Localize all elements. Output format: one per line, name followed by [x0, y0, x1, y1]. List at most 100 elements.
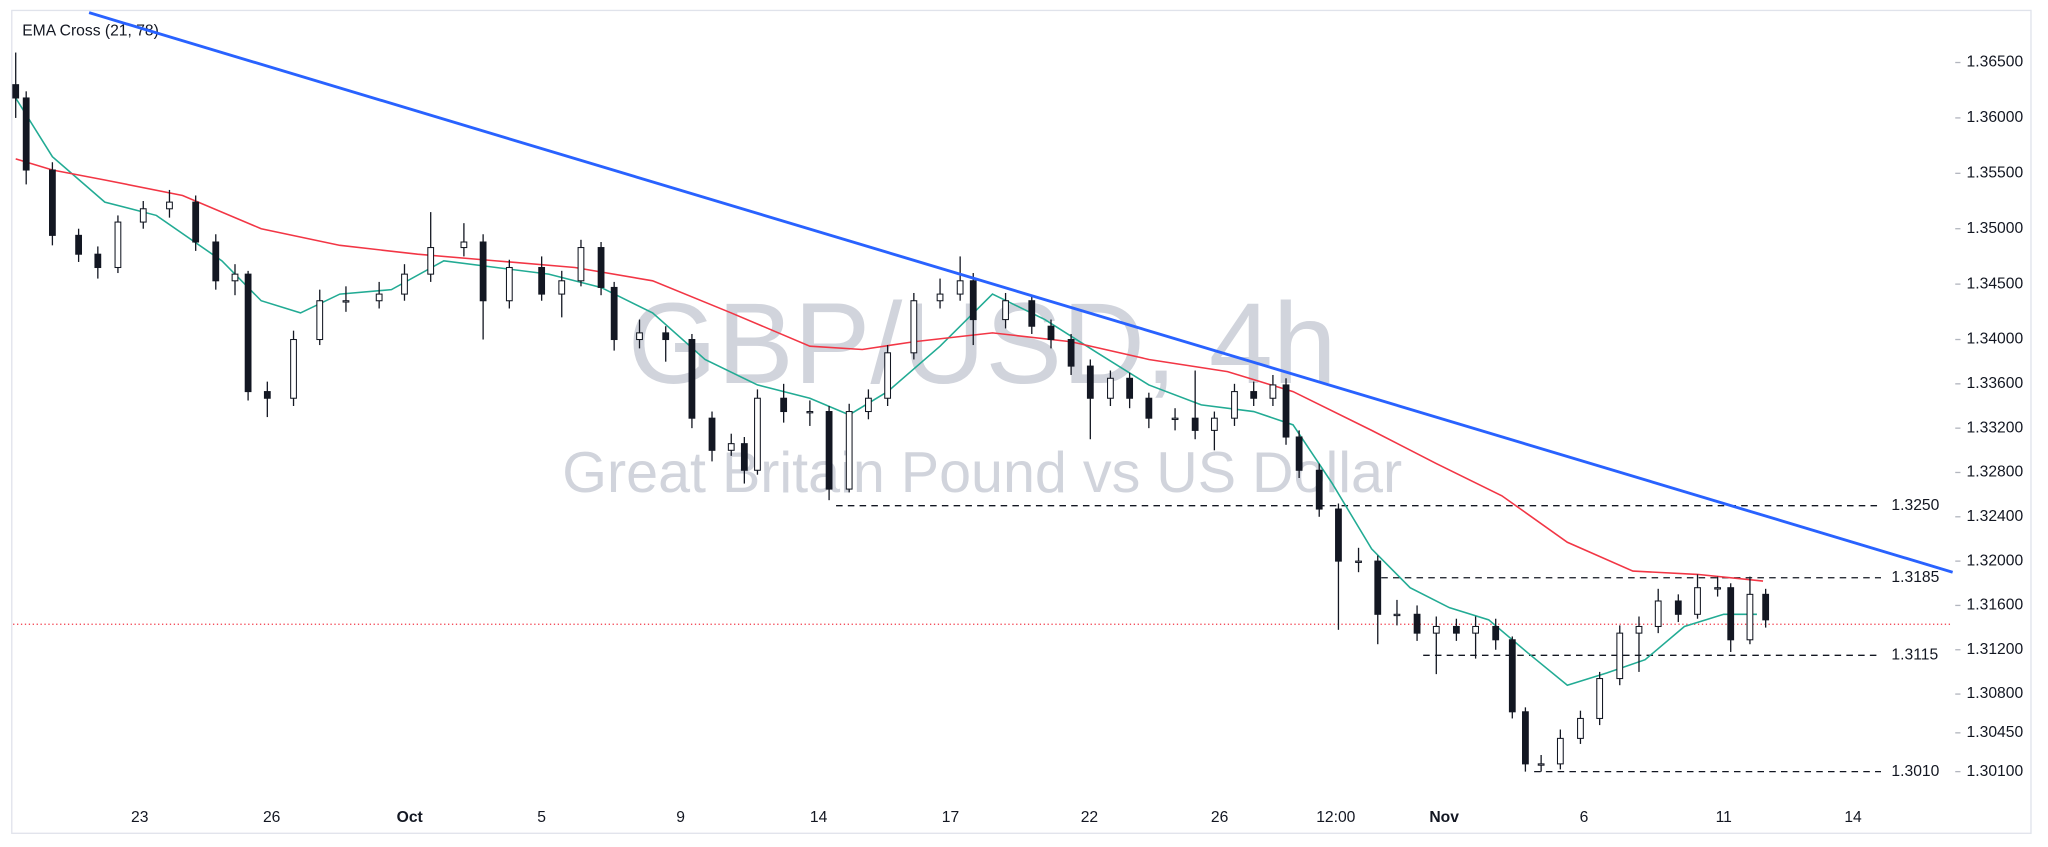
candle-body	[727, 443, 735, 451]
candle-body	[936, 293, 944, 302]
x-tick-label: Oct	[397, 809, 424, 826]
candle-body	[1295, 436, 1303, 471]
x-tick-label: 6	[1580, 809, 1589, 826]
x-tick-label: 14	[1844, 809, 1862, 826]
candle-body	[740, 443, 748, 471]
candle-body	[505, 266, 513, 302]
x-tick-label: Nov	[1429, 809, 1459, 826]
x-tick-label: 12:00	[1316, 809, 1355, 826]
candle-body	[1282, 384, 1290, 438]
candle-body	[375, 293, 383, 302]
y-tick-label: 1.33200	[1967, 419, 2024, 436]
candle-body	[1335, 508, 1342, 562]
candle-body	[1635, 625, 1643, 634]
candle-body	[1654, 600, 1662, 628]
candle-body	[1714, 587, 1722, 590]
candle-body	[1393, 613, 1401, 617]
candle-body	[538, 266, 546, 295]
y-tick-label: 1.34500	[1967, 275, 2024, 292]
candle-body	[1492, 625, 1500, 641]
candle-body	[212, 241, 220, 282]
candle-body	[910, 300, 918, 354]
level-label: 1.3250	[1891, 497, 1939, 514]
candle-body	[1432, 625, 1440, 634]
candle-body	[166, 201, 173, 210]
candle-body	[1556, 737, 1564, 765]
y-tick-label: 1.35000	[1967, 220, 2024, 237]
candle-body	[244, 273, 252, 393]
y-tick-label: 1.30800	[1967, 685, 2024, 702]
candle-body	[49, 169, 56, 236]
candle-body	[1727, 587, 1735, 641]
x-tick-label: 9	[676, 809, 685, 826]
candle-body	[845, 411, 853, 490]
x-tick-label: 17	[942, 809, 959, 826]
candle-body	[401, 273, 408, 295]
candle-body	[708, 417, 716, 451]
candle-body	[969, 280, 977, 321]
candle-body	[1210, 417, 1218, 431]
candle-body	[1269, 384, 1277, 399]
candle-body	[22, 97, 30, 171]
x-tick-label: 22	[1081, 809, 1098, 826]
y-tick-label: 1.30450	[1967, 724, 2024, 741]
candle-body	[1250, 391, 1258, 399]
candle-body	[1472, 625, 1480, 634]
candle-body	[1067, 338, 1075, 367]
y-tick-label: 1.31200	[1967, 641, 2024, 658]
trendline	[88, 11, 1954, 574]
candle-body	[558, 280, 566, 295]
candle-body	[1171, 417, 1179, 421]
candle-body	[956, 280, 964, 295]
candle-body	[780, 397, 788, 413]
candle-body	[1374, 560, 1382, 615]
candle-body	[636, 332, 643, 341]
level-label: 1.3010	[1891, 763, 1939, 780]
candle-body	[1746, 593, 1754, 641]
candle-body	[1596, 678, 1604, 719]
y-tick-label: 1.33600	[1967, 375, 2024, 392]
candle-body	[1191, 417, 1199, 431]
candle-body	[342, 300, 350, 303]
candle-body	[1762, 593, 1770, 621]
candle-body	[1107, 377, 1114, 399]
candle-body	[1522, 711, 1529, 765]
candle-body	[662, 332, 670, 341]
candle-body	[263, 391, 271, 399]
y-tick-label: 1.32800	[1967, 464, 2024, 481]
candle-body	[1452, 625, 1460, 634]
candle-body	[94, 253, 102, 269]
candle-body	[884, 352, 892, 399]
candle-body	[1002, 300, 1009, 321]
candle-body	[1315, 469, 1323, 510]
frame	[11, 9, 2032, 834]
indicator-label: EMA Cross (21, 78)	[22, 22, 159, 39]
x-tick-label: 26	[263, 809, 281, 826]
candle-body	[114, 221, 122, 269]
y-tick-label: 1.35500	[1967, 164, 2024, 181]
candle-body	[1086, 365, 1094, 399]
candle-body	[754, 397, 761, 471]
candle-body	[192, 201, 200, 243]
candle-body	[290, 338, 297, 399]
candle-body	[1355, 560, 1362, 563]
candle-body	[688, 338, 696, 419]
candle-body	[1413, 613, 1421, 634]
candle-body	[75, 234, 83, 255]
y-tick-label: 1.36500	[1967, 54, 2024, 71]
candle-body	[12, 84, 20, 99]
candle-body	[1145, 397, 1153, 419]
watermark-title: GBP/USD, 4h	[628, 280, 1337, 408]
x-tick-label: 5	[537, 809, 546, 826]
candle-body	[231, 273, 239, 282]
candle-body	[597, 247, 605, 288]
y-tick-label: 1.34000	[1967, 331, 2024, 348]
watermark-subtitle: Great Britain Pound vs US Dollar	[562, 441, 1402, 505]
candle-body	[139, 208, 147, 223]
y-tick-label: 1.32000	[1967, 552, 2024, 569]
y-tick-label: 1.30100	[1967, 763, 2024, 780]
candle-body	[1231, 391, 1238, 419]
candle-body	[1508, 639, 1516, 713]
